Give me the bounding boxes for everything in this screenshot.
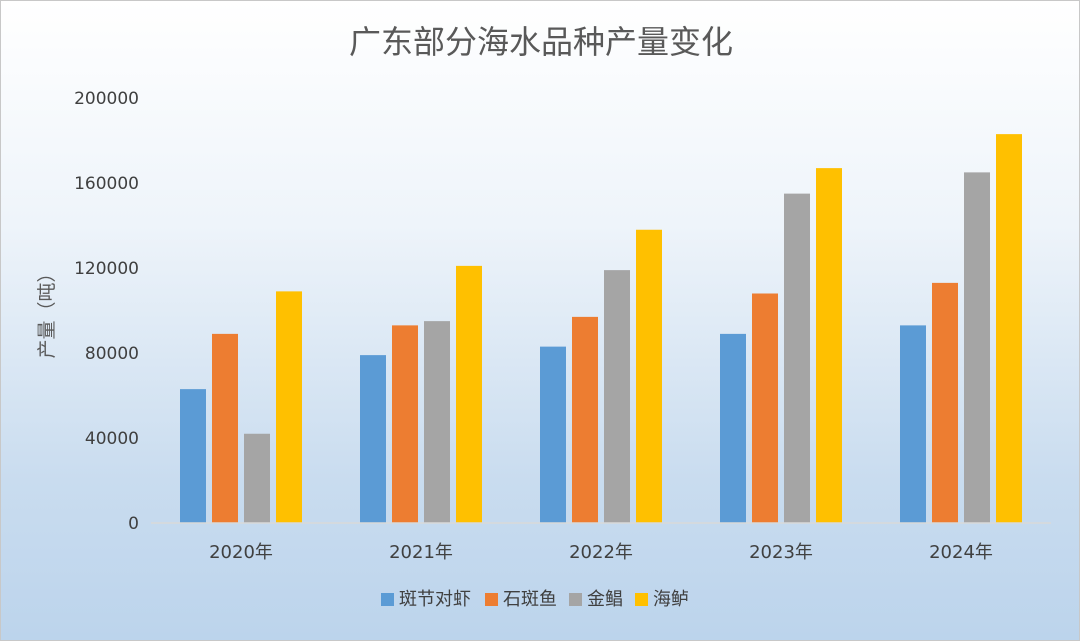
bar-3-3: [604, 270, 630, 523]
y-tick-label: 40000: [85, 429, 139, 449]
bar-3-1: [244, 433, 270, 523]
bar-2-2: [392, 325, 418, 523]
legend-label: 石斑鱼: [503, 589, 557, 610]
bar-1-2: [360, 355, 386, 523]
bar-4-5: [996, 134, 1022, 523]
x-tick-label: 2024年: [929, 542, 993, 563]
legend-swatch: [635, 593, 648, 606]
bar-4-3: [636, 229, 662, 523]
y-tick-label: 120000: [74, 259, 139, 279]
bar-1-3: [540, 346, 566, 523]
y-tick-label: 160000: [74, 174, 139, 194]
x-tick-label: 2020年: [209, 542, 273, 563]
legend-label: 金鲳: [587, 589, 623, 610]
x-tick-label: 2021年: [389, 542, 453, 563]
bar-3-5: [964, 172, 990, 523]
legend: 斑节对虾 石斑鱼 金鲳 海鲈: [381, 589, 689, 610]
bar-1-4: [720, 333, 746, 523]
bar-3-2: [424, 321, 450, 523]
y-tick-label: 80000: [85, 344, 139, 364]
legend-swatch: [485, 593, 498, 606]
chart-title: 广东部分海水品种产量变化: [349, 23, 733, 61]
bar-4-1: [276, 291, 302, 523]
bars-group: [180, 134, 1022, 523]
bar-1-5: [900, 325, 926, 523]
bar-2-5: [932, 282, 958, 523]
y-axis-label: 产量（吨）: [36, 263, 58, 358]
legend-label: 海鲈: [653, 589, 689, 610]
bar-2-4: [752, 293, 778, 523]
legend-swatch: [569, 593, 582, 606]
bar-4-4: [816, 168, 842, 523]
bar-2-1: [212, 333, 238, 523]
y-axis: 0 40000 80000 120000 160000 200000: [74, 89, 139, 534]
legend-swatch: [381, 593, 394, 606]
bar-2-3: [572, 316, 598, 523]
y-tick-label: 0: [128, 514, 139, 534]
bar-3-4: [784, 193, 810, 523]
legend-label: 斑节对虾: [399, 589, 471, 610]
x-axis: 2020年 2021年 2022年 2023年 2024年: [209, 542, 993, 563]
bar-4-2: [456, 265, 482, 523]
x-tick-label: 2023年: [749, 542, 813, 563]
y-tick-label: 200000: [74, 89, 139, 109]
bar-1-1: [180, 389, 206, 523]
x-tick-label: 2022年: [569, 542, 633, 563]
